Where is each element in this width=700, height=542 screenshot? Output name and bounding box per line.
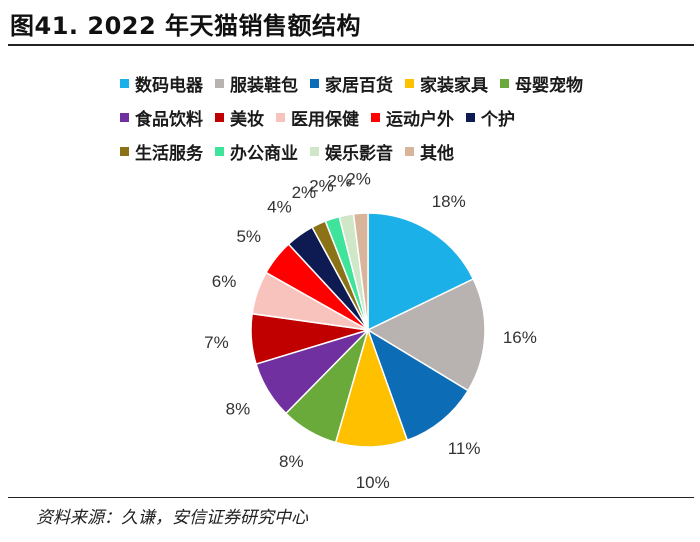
legend-label: 其他: [420, 143, 454, 164]
legend-label: 美妆: [230, 109, 264, 130]
legend-row: 食品饮料 美妆 医用保健 运动户外 个护: [120, 100, 660, 134]
legend-label: 食品饮料: [135, 109, 203, 130]
legend-swatch: [500, 78, 509, 88]
legend-item: 运动户外: [371, 105, 454, 130]
legend-label: 服装鞋包: [230, 75, 298, 96]
pie-slice: [334, 327, 409, 448]
legend-item: 办公商业: [215, 139, 298, 164]
slice-value-label: 4%: [267, 197, 292, 216]
title-divider: [8, 44, 694, 46]
pie-slice: [366, 277, 486, 392]
pie-slice: [352, 212, 369, 331]
legend-label: 数码电器: [135, 75, 203, 96]
legend-row: 生活服务 办公商业 娱乐影音 其他: [120, 134, 660, 168]
source-note: 资料来源：久谦，安信证券研究中心: [36, 508, 308, 528]
source-divider: [8, 497, 694, 498]
legend-label: 家居百货: [325, 75, 393, 96]
legend-label: 个护: [481, 109, 515, 130]
pie-slice: [366, 328, 470, 442]
legend-label: 娱乐影音: [325, 143, 393, 164]
legend-item: 美妆: [215, 105, 264, 130]
legend-swatch: [215, 78, 224, 88]
legend-swatch: [215, 146, 224, 156]
legend-item: 娱乐影音: [310, 139, 393, 164]
legend-swatch: [276, 112, 285, 122]
legend-swatch: [405, 78, 414, 88]
pie-slice: [367, 212, 475, 332]
legend-item: 母婴宠物: [500, 71, 583, 96]
slice-value-label: 11%: [448, 439, 481, 458]
legend-swatch: [120, 78, 129, 88]
legend-swatch: [466, 112, 475, 122]
legend-item: 其他: [405, 139, 454, 164]
legend-label: 办公商业: [230, 143, 298, 164]
legend-swatch: [120, 112, 129, 122]
legend-swatch: [310, 146, 319, 156]
legend-row: 数码电器 服装鞋包 家居百货 家装家具 母婴宠物: [120, 66, 660, 100]
slice-value-label: 16%: [503, 328, 537, 347]
legend-item: 家装家具: [405, 71, 488, 96]
slice-value-label: 10%: [356, 473, 390, 492]
slice-value-label: 8%: [279, 452, 304, 471]
slice-value-label: 6%: [212, 272, 237, 291]
slice-value-label: 2%: [328, 172, 353, 191]
legend-swatch: [310, 78, 319, 88]
legend-label: 医用保健: [291, 109, 359, 130]
legend-label: 运动户外: [386, 109, 454, 130]
slice-value-label: 2%: [309, 176, 334, 195]
legend-item: 医用保健: [276, 105, 359, 130]
legend-item: 数码电器: [120, 71, 203, 96]
chart-legend: 数码电器 服装鞋包 家居百货 家装家具 母婴宠物食品饮料 美妆 医用保健 运动户外 个护生活服务…: [120, 66, 660, 168]
legend-label: 母婴宠物: [515, 75, 583, 96]
legend-item: 家居百货: [310, 71, 393, 96]
legend-swatch: [120, 146, 129, 156]
legend-swatch: [405, 146, 414, 156]
slice-value-label: 18%: [432, 192, 466, 211]
slice-value-label: 8%: [226, 400, 251, 419]
legend-item: 个护: [466, 105, 515, 130]
chart-title: 图41. 2022 年天猫销售额结构: [10, 12, 362, 40]
slice-value-label: 7%: [204, 333, 229, 352]
legend-item: 食品饮料: [120, 105, 203, 130]
legend-item: 服装鞋包: [215, 71, 298, 96]
slice-value-label: 5%: [236, 227, 261, 246]
legend-swatch: [215, 112, 224, 122]
legend-swatch: [371, 112, 380, 122]
legend-label: 家装家具: [420, 75, 488, 96]
legend-item: 生活服务: [120, 139, 203, 164]
slice-value-label: 2%: [292, 183, 317, 202]
slice-value-label: 2%: [346, 169, 371, 188]
legend-label: 生活服务: [135, 143, 203, 164]
